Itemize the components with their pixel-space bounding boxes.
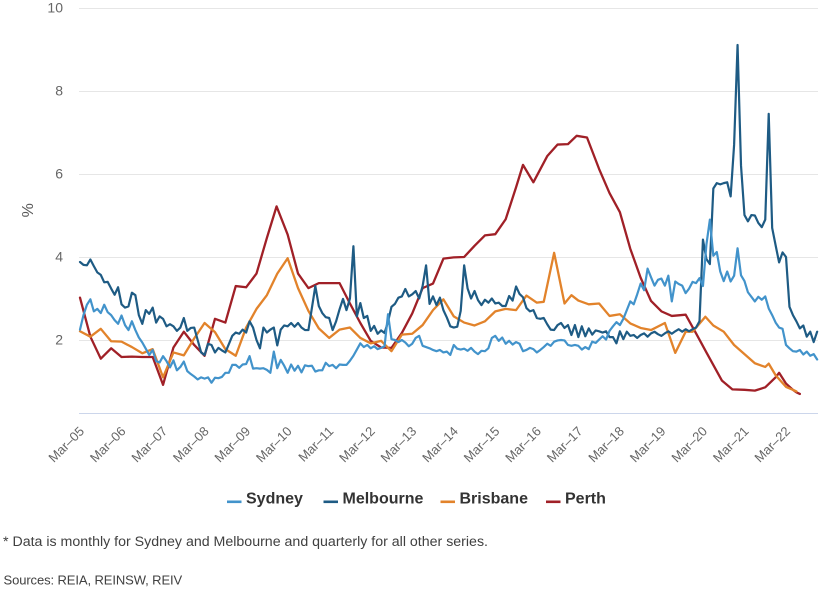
svg-text:Sources: REIA, REINSW, REIV: Sources: REIA, REINSW, REIV [4,573,183,588]
svg-text:Perth: Perth [565,491,606,508]
svg-text:Mar–10: Mar–10 [253,424,295,466]
svg-text:Mar–11: Mar–11 [295,424,336,465]
svg-text:4: 4 [55,249,63,265]
svg-text:Mar–20: Mar–20 [668,424,710,466]
svg-text:6: 6 [55,166,63,182]
svg-text:Mar–14: Mar–14 [419,424,461,466]
svg-text:Mar–18: Mar–18 [585,424,627,466]
svg-text:Mar–05: Mar–05 [45,424,87,466]
svg-text:Mar–16: Mar–16 [502,424,544,466]
svg-text:Mar–19: Mar–19 [627,424,669,466]
svg-text:Mar–06: Mar–06 [87,424,129,466]
svg-text:Mar–21: Mar–21 [710,424,752,466]
svg-text:Mar–09: Mar–09 [211,424,253,466]
svg-text:Mar–07: Mar–07 [128,424,170,466]
svg-text:10: 10 [47,0,63,16]
svg-text:Mar–08: Mar–08 [170,424,212,466]
svg-text:Brisbane: Brisbane [460,491,529,508]
svg-text:Mar–17: Mar–17 [544,424,586,466]
svg-text:2: 2 [55,332,63,348]
svg-text:Mar–22: Mar–22 [751,424,793,466]
svg-text:Mar–15: Mar–15 [461,424,503,466]
svg-text:Melbourne: Melbourne [343,491,424,508]
svg-text:Mar–12: Mar–12 [336,424,378,466]
svg-text:8: 8 [55,83,63,99]
svg-text:* Data is monthly for Sydney a: * Data is monthly for Sydney and Melbour… [3,534,488,550]
svg-text:%: % [20,203,37,217]
svg-text:Mar–13: Mar–13 [378,424,420,466]
svg-text:Sydney: Sydney [246,491,303,508]
